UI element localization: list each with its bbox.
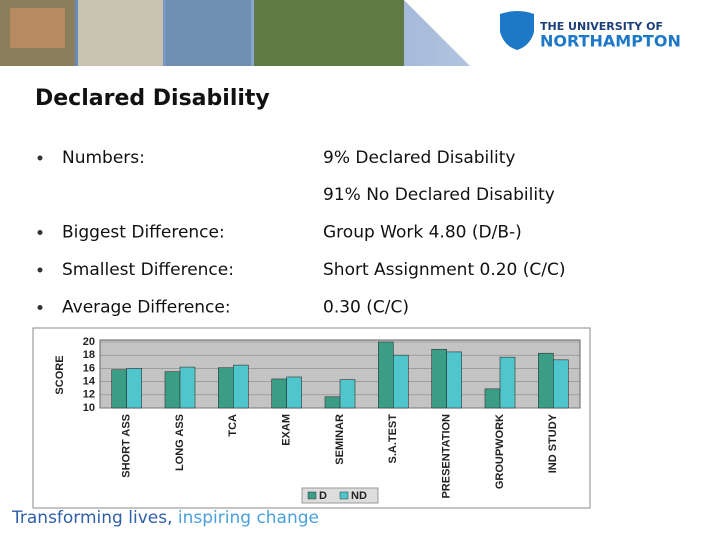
x-tick-label: S.A.TEST xyxy=(387,414,399,464)
legend-label: D xyxy=(319,490,327,502)
x-tick-label: TCA xyxy=(227,414,239,437)
bar xyxy=(164,371,181,409)
x-tick-label: IND STUDY xyxy=(547,413,559,473)
bar xyxy=(111,369,127,409)
bar xyxy=(339,379,356,409)
row-label: Biggest Difference: xyxy=(62,223,225,243)
bar xyxy=(179,366,196,409)
row-value: 0.30 (C/C) xyxy=(323,298,409,318)
tagline-part: inspiring change xyxy=(178,508,319,528)
bar xyxy=(446,351,462,409)
row-label: Smallest Difference: xyxy=(62,260,234,280)
x-tick-label: GROUPWORK xyxy=(494,414,506,489)
row-value: 91% No Declared Disability xyxy=(323,185,555,205)
photo-building xyxy=(10,8,65,48)
x-tick-label: LONG ASS xyxy=(174,414,186,471)
bullet xyxy=(37,155,43,161)
bar xyxy=(431,348,447,409)
logo-text: THE UNIVERSITY OF xyxy=(540,20,663,33)
x-tick-label: SHORT ASS xyxy=(121,414,133,478)
bar xyxy=(233,364,249,409)
legend-swatch xyxy=(307,491,317,500)
legend-swatch xyxy=(339,491,349,500)
bar xyxy=(484,388,501,409)
row-label: Numbers: xyxy=(62,148,145,168)
bar xyxy=(324,396,341,409)
row-value: Group Work 4.80 (D/B-) xyxy=(323,223,522,243)
bullet xyxy=(37,305,43,310)
bar xyxy=(286,376,302,409)
photo xyxy=(78,0,163,66)
bar xyxy=(499,356,516,409)
y-tick-label: 20 xyxy=(83,336,95,348)
x-tick-label: SEMINAR xyxy=(334,414,346,465)
bar xyxy=(378,341,394,409)
y-tick-label: 12 xyxy=(83,389,95,401)
bar xyxy=(538,352,554,409)
row-value: 9% Declared Disability xyxy=(323,148,515,168)
logo-area xyxy=(404,0,720,66)
bullet xyxy=(37,267,43,273)
x-tick-label: EXAM xyxy=(281,414,293,446)
slide-title: Declared Disability xyxy=(35,86,270,111)
bar xyxy=(393,354,409,409)
row-label: Average Difference: xyxy=(62,298,231,318)
x-tick-label: PRESENTATION xyxy=(441,414,453,499)
y-tick-label: 10 xyxy=(83,402,95,414)
photo xyxy=(166,0,251,66)
bar xyxy=(126,368,142,409)
logo-mark xyxy=(500,11,534,50)
bullet xyxy=(37,230,43,235)
bar xyxy=(553,359,569,409)
bar xyxy=(218,367,234,409)
bullet-list: Numbers: 9% Declared Disability 91% No Dec… xyxy=(37,148,566,318)
tagline-part: Transforming lives, xyxy=(11,508,172,528)
logo-text: NORTHAMPTON xyxy=(540,32,681,51)
bar xyxy=(271,378,287,409)
y-tick-label: 16 xyxy=(83,362,95,374)
legend-label: ND xyxy=(351,490,367,502)
y-tick-label: 18 xyxy=(83,349,95,361)
row-value: Short Assignment 0.20 (C/C) xyxy=(323,260,566,280)
photo xyxy=(254,0,404,66)
y-tick-label: 14 xyxy=(83,376,96,388)
tagline: Transforming lives, inspiring change xyxy=(11,508,319,528)
y-axis-label: SCORE xyxy=(54,355,66,394)
